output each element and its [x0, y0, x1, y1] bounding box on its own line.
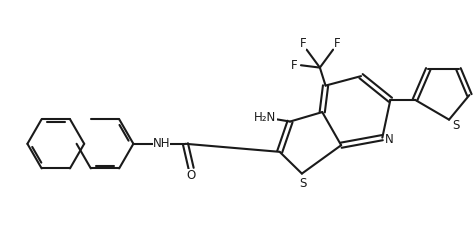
Text: NH: NH — [152, 137, 170, 150]
Text: F: F — [334, 37, 340, 50]
Text: S: S — [453, 119, 460, 132]
Text: F: F — [299, 37, 306, 50]
Text: S: S — [299, 177, 307, 190]
Text: N: N — [385, 133, 394, 146]
Text: H₂N: H₂N — [254, 111, 277, 124]
Text: O: O — [187, 169, 196, 182]
Text: F: F — [291, 59, 298, 72]
